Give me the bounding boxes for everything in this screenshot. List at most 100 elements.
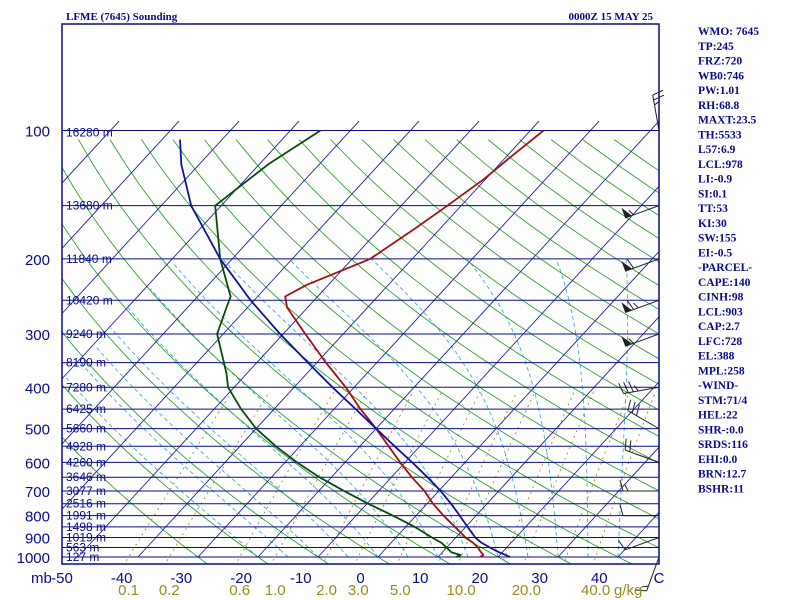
mixing-ratio-tick-label: 5.0 bbox=[390, 582, 411, 599]
mixing-ratio-line bbox=[437, 391, 518, 564]
isotherm-line bbox=[497, 381, 659, 558]
isotherm-line bbox=[557, 446, 659, 558]
pressure-label: 100 bbox=[25, 124, 50, 141]
mixing-ratio-tick-label: 0.1 bbox=[118, 582, 139, 599]
isotherm-line bbox=[377, 250, 659, 558]
isotherm-line bbox=[257, 120, 659, 558]
mixing-ratio-unit-label: g/kg bbox=[614, 582, 642, 599]
temperature-tick-labels: -50 -40 -30 -20 -10 0 10 20 30 40 C bbox=[51, 570, 664, 587]
index-value: SI:0.1 bbox=[698, 188, 727, 200]
mixing-ratio-tick-label: 0.6 bbox=[229, 582, 250, 599]
index-panel: WMO: 7645 TP:245 FRZ:720 WB0:746 PW:1.01 RH:6… bbox=[698, 26, 759, 495]
mixing-ratio-tick-label: 40.0 bbox=[581, 582, 610, 599]
pressure-label: 600 bbox=[25, 455, 50, 472]
index-value: RH:68.8 bbox=[698, 100, 739, 112]
mixing-ratio-line bbox=[501, 391, 575, 564]
mixing-ratio-lines bbox=[123, 391, 657, 564]
index-value: LCL:978 bbox=[698, 159, 743, 171]
sounding-time: 0000Z 15 MAY 25 bbox=[569, 11, 654, 23]
height-label: 3077 m bbox=[66, 484, 106, 498]
moist-adiabat-line bbox=[127, 307, 379, 558]
index-value: EI:-0.5 bbox=[698, 247, 732, 259]
mixing-ratio-tick-label: 3.0 bbox=[348, 582, 369, 599]
dry-adiabat-line bbox=[62, 331, 330, 564]
dry-adiabat-line bbox=[62, 383, 269, 564]
height-label: 9240 m bbox=[66, 327, 106, 341]
pressure-label: 500 bbox=[25, 422, 50, 439]
index-value: SW:155 bbox=[698, 233, 737, 245]
wind-barb bbox=[635, 556, 660, 592]
pressure-label: 900 bbox=[25, 530, 50, 547]
index-value: WMO: 7645 bbox=[698, 26, 759, 38]
mixing-ratio-line bbox=[235, 391, 335, 564]
index-value: CAPE:140 bbox=[698, 277, 751, 289]
height-label: 4928 m bbox=[66, 439, 106, 453]
sounding-title: LFME (7645) Sounding bbox=[66, 11, 178, 23]
index-value: TP:245 bbox=[698, 41, 734, 53]
plot-frame bbox=[61, 23, 660, 565]
moist-adiabat-line bbox=[66, 377, 259, 558]
index-value: FRZ:720 bbox=[698, 56, 742, 68]
mixing-ratio-tick-label: 2.0 bbox=[316, 582, 337, 599]
index-value: L57:6.9 bbox=[698, 144, 736, 156]
index-value: SHR-:0.0 bbox=[698, 424, 744, 436]
mixing-ratio-tick-label: 10.0 bbox=[447, 582, 476, 599]
temperature-tick-label: -30 bbox=[171, 570, 193, 587]
mixing-ratio-tick-labels: 0.1 0.2 0.6 1.0 2.0 3.0 5.0 10.0 20.0 40.0 bbox=[118, 582, 610, 599]
index-value: WB0:746 bbox=[698, 70, 744, 82]
moist-adiabat-line bbox=[110, 327, 349, 558]
temperature-tick-label: 30 bbox=[531, 570, 548, 587]
temperature-tick-label: -20 bbox=[230, 570, 252, 587]
temperature-tick-label: -50 bbox=[51, 570, 73, 587]
height-label: 6425 m bbox=[66, 402, 106, 416]
height-label: 3646 m bbox=[66, 470, 106, 484]
dry-adiabat-line bbox=[330, 139, 659, 385]
temperature-tick-label: C bbox=[654, 570, 665, 587]
wind-barb bbox=[619, 504, 659, 517]
height-label: 2516 m bbox=[66, 497, 106, 511]
height-label: 11840 m bbox=[66, 252, 112, 266]
moist-adiabat-line bbox=[80, 362, 289, 558]
height-label: 8190 m bbox=[66, 356, 106, 370]
wind-barb bbox=[624, 438, 660, 463]
index-value: -PARCEL- bbox=[698, 262, 752, 274]
temperature-tick-label: -40 bbox=[111, 570, 133, 587]
pressure-label: 300 bbox=[25, 327, 50, 344]
index-value: BRN:12.7 bbox=[698, 469, 746, 481]
isotherm-line bbox=[137, 120, 540, 558]
isotherm-line bbox=[197, 120, 600, 558]
index-value: LCL:903 bbox=[698, 306, 743, 318]
isotherm-line bbox=[62, 120, 300, 380]
isotherm-line bbox=[77, 120, 480, 558]
wind-barb bbox=[652, 89, 665, 131]
height-label: 127 m bbox=[66, 550, 99, 564]
height-labels: 16280 m 13680 m 11840 m 10420 m 9240 m 8190 m… bbox=[66, 126, 113, 564]
index-value: MAXT:23.5 bbox=[698, 115, 756, 127]
dry-adiabat-line bbox=[298, 139, 659, 411]
dry-adiabat-line bbox=[235, 139, 659, 464]
index-value: TH:5533 bbox=[698, 129, 742, 141]
dry-adiabat-line bbox=[62, 436, 209, 564]
plot-area bbox=[62, 120, 659, 564]
index-value: CAP:2.7 bbox=[698, 321, 740, 333]
isotherms bbox=[62, 120, 659, 558]
index-value: KI:30 bbox=[698, 218, 727, 230]
dry-adiabat-line bbox=[267, 139, 659, 437]
index-value: -WIND- bbox=[698, 380, 738, 392]
height-label: 10420 m bbox=[66, 293, 113, 307]
isotherm-line bbox=[62, 120, 180, 249]
pressure-label: 400 bbox=[25, 380, 50, 397]
isotherm-line bbox=[62, 120, 240, 315]
height-label: 5660 m bbox=[66, 422, 106, 436]
index-value: EHI:0.0 bbox=[698, 454, 738, 466]
moist-adiabat-line bbox=[94, 345, 319, 558]
index-value: SRDS:116 bbox=[698, 439, 748, 451]
index-value: HEL:22 bbox=[698, 410, 738, 422]
dry-adiabat-line bbox=[78, 139, 573, 564]
dry-adiabat-line bbox=[172, 139, 659, 520]
mixing-ratio-line bbox=[396, 391, 481, 564]
index-value: BSHR:11 bbox=[698, 483, 744, 495]
index-value: STM:71/4 bbox=[698, 395, 747, 407]
pressure-label: 200 bbox=[25, 252, 50, 269]
